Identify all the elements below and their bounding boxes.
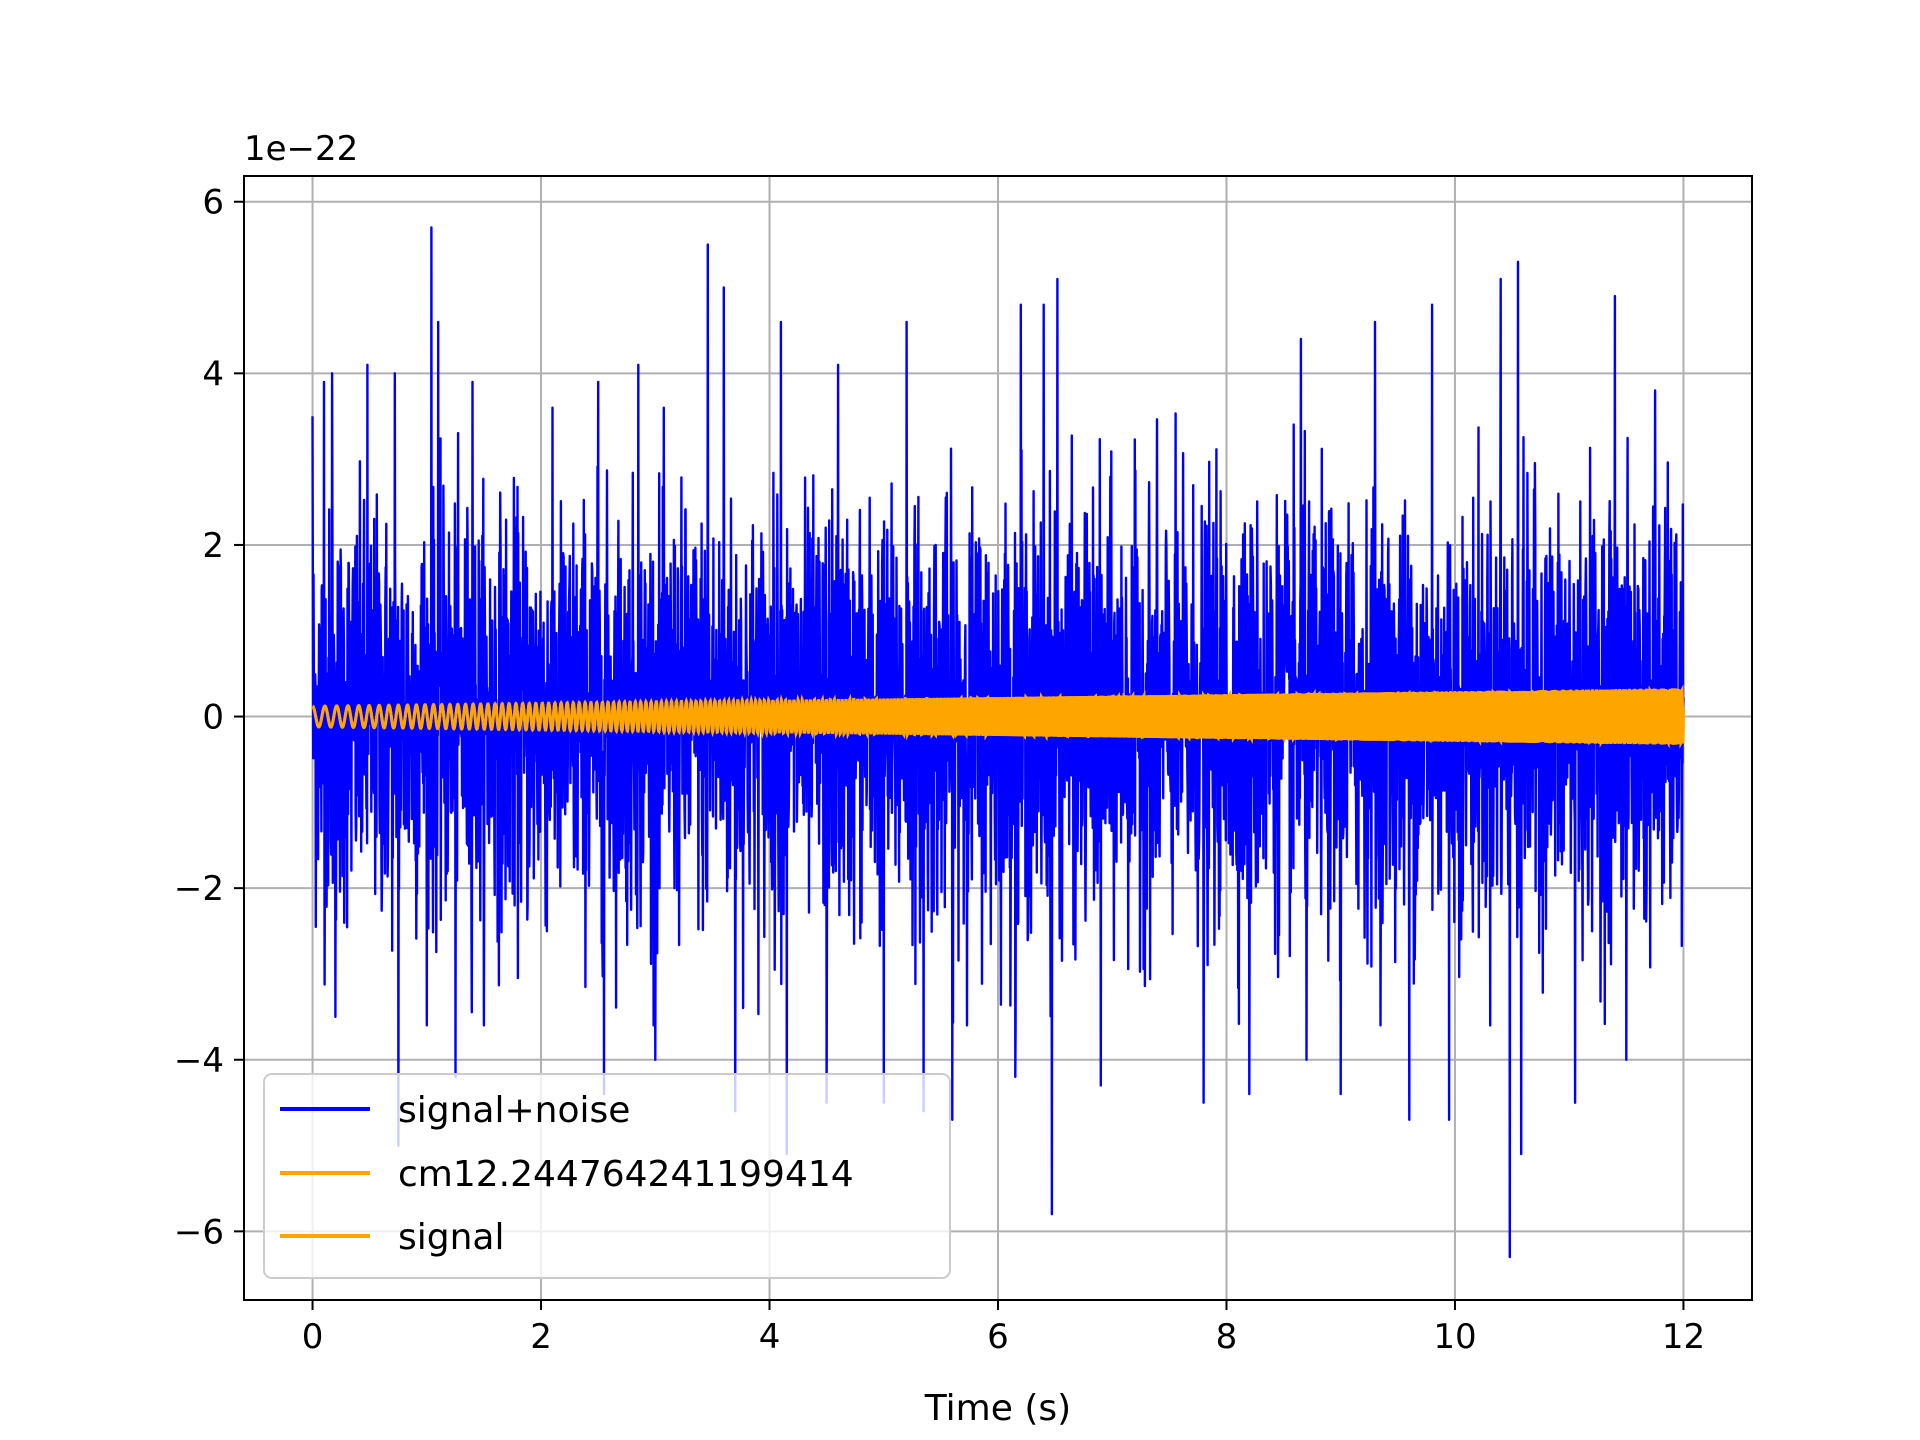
x-tick-label: 10 xyxy=(1433,1317,1476,1357)
y-tick-label: 4 xyxy=(202,354,224,394)
y-tick-label: −6 xyxy=(174,1212,224,1252)
x-axis: 0 2 4 6 8 10 12 xyxy=(302,1300,1705,1357)
legend-box xyxy=(263,1073,951,1279)
y-tick-label: 2 xyxy=(202,526,224,566)
y-axis: −6 −4 −2 0 2 4 6 xyxy=(174,183,244,1252)
x-axis-label: Time (s) xyxy=(924,1388,1071,1429)
x-tick-label: 0 xyxy=(302,1317,324,1357)
y-tick-label: 6 xyxy=(202,183,224,223)
x-tick-label: 8 xyxy=(1216,1317,1238,1357)
x-tick-label: 12 xyxy=(1662,1317,1705,1357)
y-scale-label: 1e−22 xyxy=(244,129,358,169)
x-tick-label: 2 xyxy=(530,1317,552,1357)
y-tick-label: −4 xyxy=(174,1041,224,1081)
x-tick-label: 6 xyxy=(987,1317,1009,1357)
plot-content xyxy=(311,226,1685,1259)
legend-label-signal: signal xyxy=(398,1217,505,1258)
series-line-signal xyxy=(311,684,1685,749)
legend: signal+noise cm12.244764241199414 signal xyxy=(263,1073,951,1279)
legend-label-cm: cm12.244764241199414 xyxy=(398,1154,854,1195)
y-tick-label: 0 xyxy=(202,698,224,738)
y-tick-label: −2 xyxy=(174,869,224,909)
legend-label-signal-noise: signal+noise xyxy=(398,1090,630,1131)
x-tick-label: 4 xyxy=(759,1317,781,1357)
